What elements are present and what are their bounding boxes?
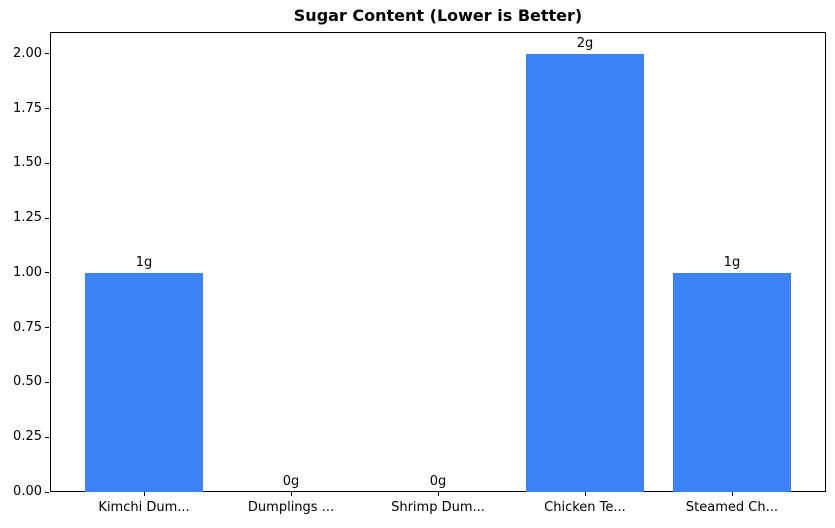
x-tick-label: Chicken Te... xyxy=(544,500,626,515)
x-tick-label: Kimchi Dum... xyxy=(98,500,190,515)
x-tick-mark xyxy=(438,492,439,496)
bar-value-label: 0g xyxy=(282,474,300,489)
bar-value-label: 1g xyxy=(723,254,741,270)
y-tick-mark xyxy=(45,272,49,274)
y-tick-mark xyxy=(45,162,49,164)
x-tick-mark xyxy=(731,492,733,496)
x-tick-mark xyxy=(291,492,293,496)
y-tick-mark xyxy=(45,53,49,55)
y-tick-mark xyxy=(45,217,49,219)
y-tick-mark xyxy=(45,491,49,493)
bar-1 xyxy=(85,272,203,492)
chart-title: Sugar Content (Lower is Better) xyxy=(293,6,583,25)
y-tick-mark xyxy=(45,436,49,438)
bar-value-label: 1g xyxy=(135,254,153,270)
y-tick-label: 0.75 xyxy=(13,319,42,335)
y-tick-label: 0.00 xyxy=(13,484,42,499)
y-tick-mark xyxy=(45,108,49,110)
bar-value-label: 2g xyxy=(576,35,594,51)
x-tick-mark xyxy=(144,492,146,496)
x-tick-label: Dumplings ... xyxy=(247,500,335,515)
y-tick-label: 1.25 xyxy=(13,210,42,226)
y-tick-label: 1.75 xyxy=(13,100,42,116)
bar-4 xyxy=(526,53,644,492)
y-tick-label: 1.50 xyxy=(13,155,42,171)
y-tick-mark xyxy=(45,327,49,329)
x-tick-mark xyxy=(584,492,586,496)
y-tick-label: 0.50 xyxy=(13,374,42,390)
y-tick-mark xyxy=(45,381,49,383)
bar-value-label: 0g xyxy=(429,474,447,489)
y-tick-label: 0.25 xyxy=(13,429,42,445)
x-tick-label: Steamed Ch... xyxy=(685,500,778,515)
x-tick-label: Shrimp Dum... xyxy=(391,500,485,515)
y-tick-label: 1.00 xyxy=(13,264,42,280)
bar-5 xyxy=(673,272,791,492)
y-tick-label: 2.00 xyxy=(13,45,42,61)
